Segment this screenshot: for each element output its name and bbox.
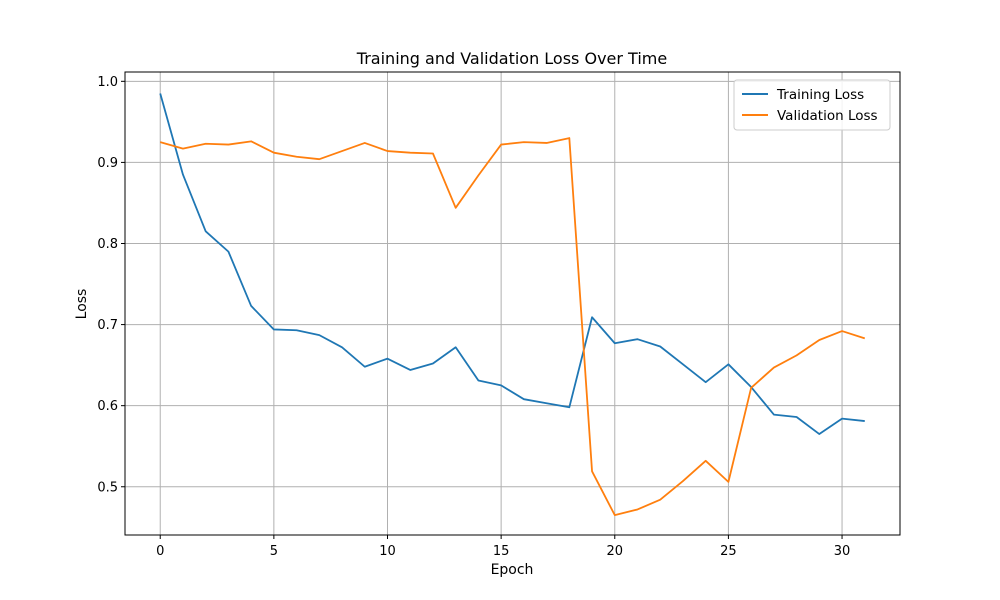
x-tick-label: 30 xyxy=(834,544,851,559)
legend: Training Loss Validation Loss xyxy=(733,79,891,131)
x-tick-label: 10 xyxy=(379,544,396,559)
x-tick-label: 20 xyxy=(606,544,623,559)
legend-label-training-loss: Training Loss xyxy=(776,87,864,103)
y-tick-label: 0.7 xyxy=(97,318,118,333)
x-tick-label: 0 xyxy=(156,544,164,559)
y-tick-label: 0.5 xyxy=(97,480,118,495)
y-tick-label: 0.6 xyxy=(97,399,118,414)
y-axis-label: Loss xyxy=(74,289,90,320)
x-tick-label: 25 xyxy=(720,544,737,559)
x-tick-label: 5 xyxy=(270,544,278,559)
x-axis-label: Epoch xyxy=(491,562,534,578)
legend-label-validation-loss: Validation Loss xyxy=(777,108,878,124)
training-loss-line xyxy=(159,93,865,435)
x-tick-label: 15 xyxy=(493,544,510,559)
x-axis: 0 5 10 15 20 25 30 xyxy=(156,535,850,559)
y-tick-label: 0.8 xyxy=(97,237,118,252)
y-axis: 0.5 0.6 0.7 0.8 0.9 1.0 xyxy=(97,75,125,495)
plot-frame xyxy=(124,71,901,536)
legend-box xyxy=(733,79,891,131)
series-layer xyxy=(159,93,866,517)
validation-loss-line xyxy=(159,137,866,517)
grid-lines xyxy=(125,72,900,535)
y-tick-label: 1.0 xyxy=(97,75,118,90)
y-tick-label: 0.9 xyxy=(97,156,118,171)
chart-title: Training and Validation Loss Over Time xyxy=(356,49,667,68)
